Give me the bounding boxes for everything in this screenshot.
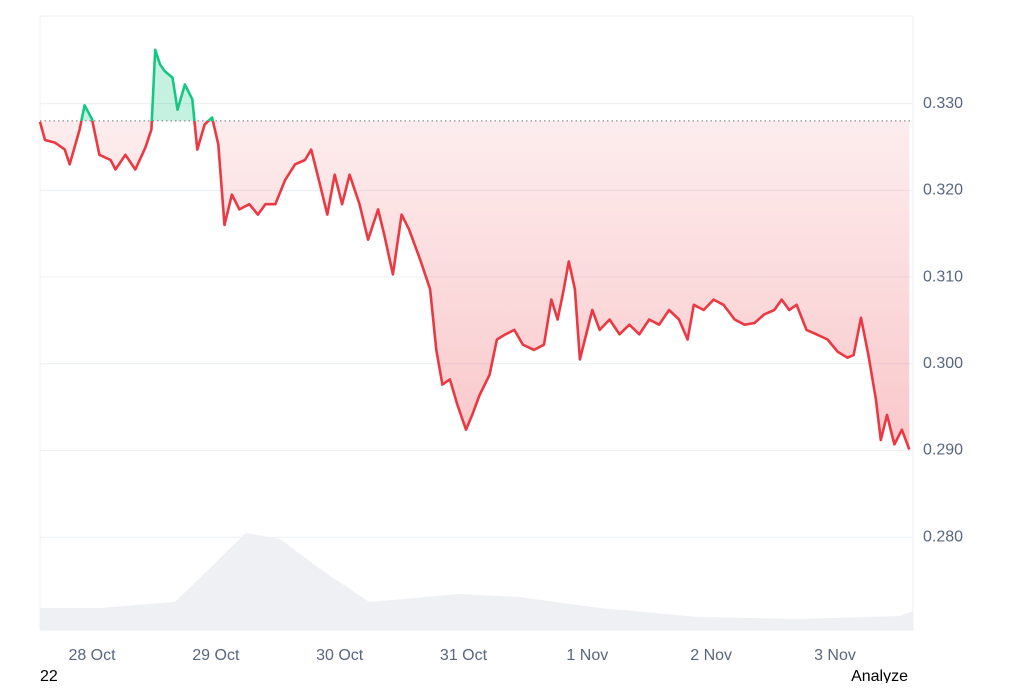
price-line-above [80,48,215,121]
x-tick-label: 30 Oct [316,647,364,664]
price-line-below [38,120,911,451]
x-tick-label: 29 Oct [192,647,240,664]
y-tick-label: 0.290 [923,442,963,459]
x-tick-label: 1 Nov [566,647,608,664]
y-tick-label: 0.300 [923,355,963,372]
area-below [40,120,910,450]
y-tick-label: 0.330 [923,95,963,112]
y-tick-label: 0.280 [923,528,963,545]
x-tick-label: 28 Oct [68,647,116,664]
volume-area [40,533,913,630]
x-tick-label: 31 Oct [440,647,488,664]
footer-left: 22 [40,668,58,683]
y-tick-label: 0.320 [923,182,963,199]
x-tick-label: 2 Nov [690,647,732,664]
y-tick-label: 0.310 [923,268,963,285]
x-tick-label: 3 Nov [814,647,856,664]
footer-right[interactable]: Analyze [851,668,908,685]
